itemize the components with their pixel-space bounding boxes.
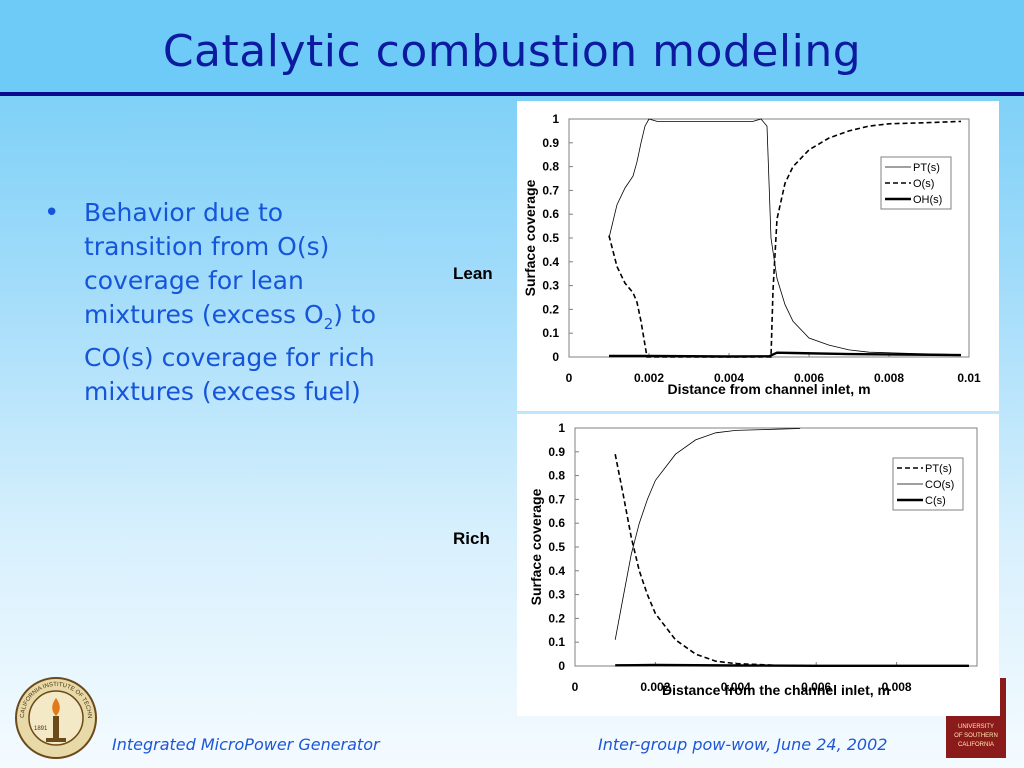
x-tick-label: 0.006 <box>801 680 831 694</box>
legend-box <box>880 156 952 210</box>
rich-chart: 0 0.1 0.2 0.3 0.4 0.5 0.6 0.7 0.8 0.9 1 0 0.002 0.004… <box>528 421 989 698</box>
legend-label: CO(s) <box>925 479 954 491</box>
caltech-seal-logo: CALIFORNIA INSTITUTE OF TECHNOLOGY 1891 <box>12 672 98 764</box>
x-tick-label: 0 <box>572 680 579 694</box>
plot-frame <box>568 118 970 358</box>
series-line-1 <box>608 118 962 355</box>
y-tick-label: 0.4 <box>542 255 559 269</box>
usc-line-1: UNIVERSITY <box>958 724 994 730</box>
usc-line-2: OF SOUTHERN <box>954 733 998 739</box>
y-tick-label: 0.3 <box>548 588 565 602</box>
y-tick-label: 0.9 <box>542 136 559 150</box>
usc-logo: UNIVERSITY OF SOUTHERN CALIFORNIA <box>946 678 1006 758</box>
x-tick-label: 0.006 <box>794 371 824 385</box>
y-tick-label: 0.5 <box>548 540 565 554</box>
y-tick-label: 0.2 <box>542 302 559 316</box>
footer-right-text: Inter-group pow-wow, June 24, 2002 <box>598 735 888 754</box>
y-tick-label: 0.3 <box>542 279 559 293</box>
lean-chart: 0 0.1 0.2 0.3 0.4 0.5 0.6 0.7 0.8 0.9 1 0 0.002 0.004… <box>522 112 981 397</box>
series-line-2 <box>608 120 962 358</box>
x-tick-label: 0 <box>566 371 573 385</box>
legend-label: OH(s) <box>913 194 942 206</box>
title-bar: Catalytic combustion modeling <box>0 0 1024 96</box>
bullet-text-part2: ) to CO(s) coverage for rich mixtures (e… <box>84 300 377 406</box>
rich-chart-panel: 0 0.1 0.2 0.3 0.4 0.5 0.6 0.7 0.8 0.9 1 0 0.002 0.004… <box>517 414 999 716</box>
legend-label: PT(s) <box>913 162 940 174</box>
x-tick-label: 0.004 <box>721 680 751 694</box>
series-line-3 <box>615 663 969 668</box>
bullet-subscript: 2 <box>323 315 334 333</box>
usc-line-3: CALIFORNIA <box>958 742 994 748</box>
series-line-3 <box>609 351 962 358</box>
x-tick-label: 0.008 <box>882 680 912 694</box>
y-axis-label: Surface coverage <box>522 179 538 296</box>
series-line-2 <box>614 428 801 640</box>
y-tick-label: 0.6 <box>548 516 565 530</box>
x-axis-label: Distance from channel inlet, m <box>667 381 870 397</box>
y-tick-label: 0.2 <box>548 611 565 625</box>
legend-box <box>892 457 964 511</box>
y-tick-label: 1 <box>552 112 559 126</box>
y-tick-label: 0.8 <box>548 469 565 483</box>
lean-chart-panel: 0 0.1 0.2 0.3 0.4 0.5 0.6 0.7 0.8 0.9 1 0 0.002 0.004… <box>517 101 999 411</box>
footer-left-text: Integrated MicroPower Generator <box>112 735 380 754</box>
x-tick-label: 0.01 <box>957 371 981 385</box>
bullet-dot-icon: • <box>44 198 60 228</box>
bullet-text: Behavior due to transition from O(s) cov… <box>84 196 404 409</box>
y-tick-label: 0.5 <box>542 231 559 245</box>
legend-label: C(s) <box>925 495 946 507</box>
rich-label: Rich <box>453 529 490 548</box>
bullet-text-part1: Behavior due to transition from O(s) cov… <box>84 198 330 329</box>
y-tick-label: 0.6 <box>542 207 559 221</box>
y-tick-label: 1 <box>558 421 565 435</box>
y-tick-label: 0.9 <box>548 445 565 459</box>
legend-label: PT(s) <box>925 463 952 475</box>
x-tick-label: 0.008 <box>874 371 904 385</box>
y-tick-label: 0.7 <box>542 183 559 197</box>
seal-year: 1891 <box>34 726 48 732</box>
x-tick-label: 0.002 <box>640 680 670 694</box>
x-tick-label: 0.004 <box>714 371 744 385</box>
y-axis-label: Surface coverage <box>528 488 544 605</box>
y-tick-label: 0 <box>558 659 565 673</box>
x-tick-label: 0.002 <box>634 371 664 385</box>
y-tick-label: 0.8 <box>542 160 559 174</box>
y-tick-label: 0.1 <box>548 635 565 649</box>
y-tick-label: 0 <box>552 350 559 364</box>
y-tick-label: 0.7 <box>548 492 565 506</box>
x-axis-label: Distance from the channel inlet, m <box>662 682 890 698</box>
legend-label: O(s) <box>913 178 934 190</box>
slide-title: Catalytic combustion modeling <box>162 26 862 77</box>
y-tick-label: 0.4 <box>548 564 565 578</box>
lean-label: Lean <box>453 264 493 283</box>
y-tick-label: 0.1 <box>542 326 559 340</box>
